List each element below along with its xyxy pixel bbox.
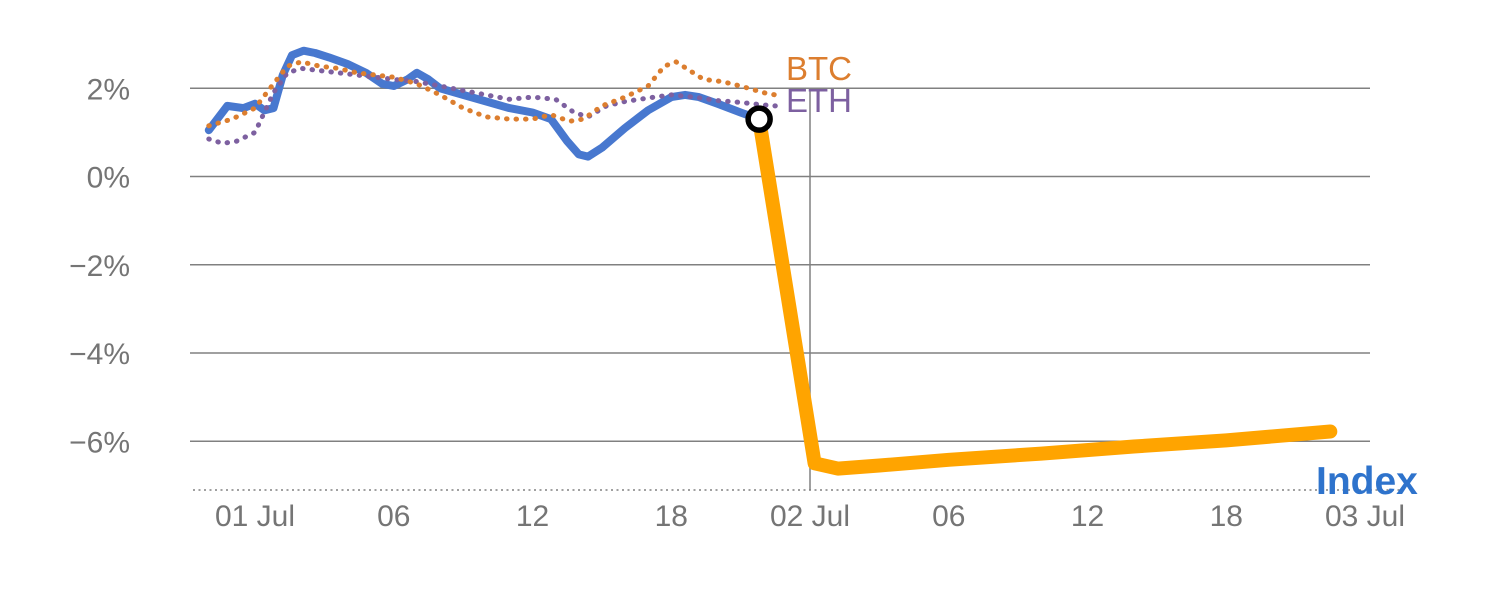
x-tick-label: 03 Jul (1325, 500, 1405, 533)
y-tick-label: −4% (69, 338, 130, 371)
x-tick-label: 12 (516, 500, 549, 533)
series-index-projection-line (752, 112, 1338, 476)
y-tick-label: −6% (69, 426, 130, 459)
index-series-label: Index (1316, 460, 1418, 503)
series-btc-line (206, 59, 778, 129)
series-eth-line (206, 65, 778, 146)
y-tick-label: −2% (69, 250, 130, 283)
y-tick-label: 2% (87, 73, 130, 106)
x-tick-label: 18 (655, 500, 688, 533)
y-tick-label: 0% (87, 162, 130, 195)
x-tick-label: 01 Jul (215, 500, 295, 533)
x-tick-label: 06 (377, 500, 410, 533)
x-tick-label: 06 (932, 500, 965, 533)
event-marker (745, 105, 773, 133)
btc-series-label: BTC (786, 50, 852, 87)
x-tick-label: 18 (1210, 500, 1243, 533)
eth-series-label: ETH (786, 82, 852, 119)
x-tick-label: 02 Jul (770, 500, 850, 533)
x-tick-label: 12 (1071, 500, 1104, 533)
